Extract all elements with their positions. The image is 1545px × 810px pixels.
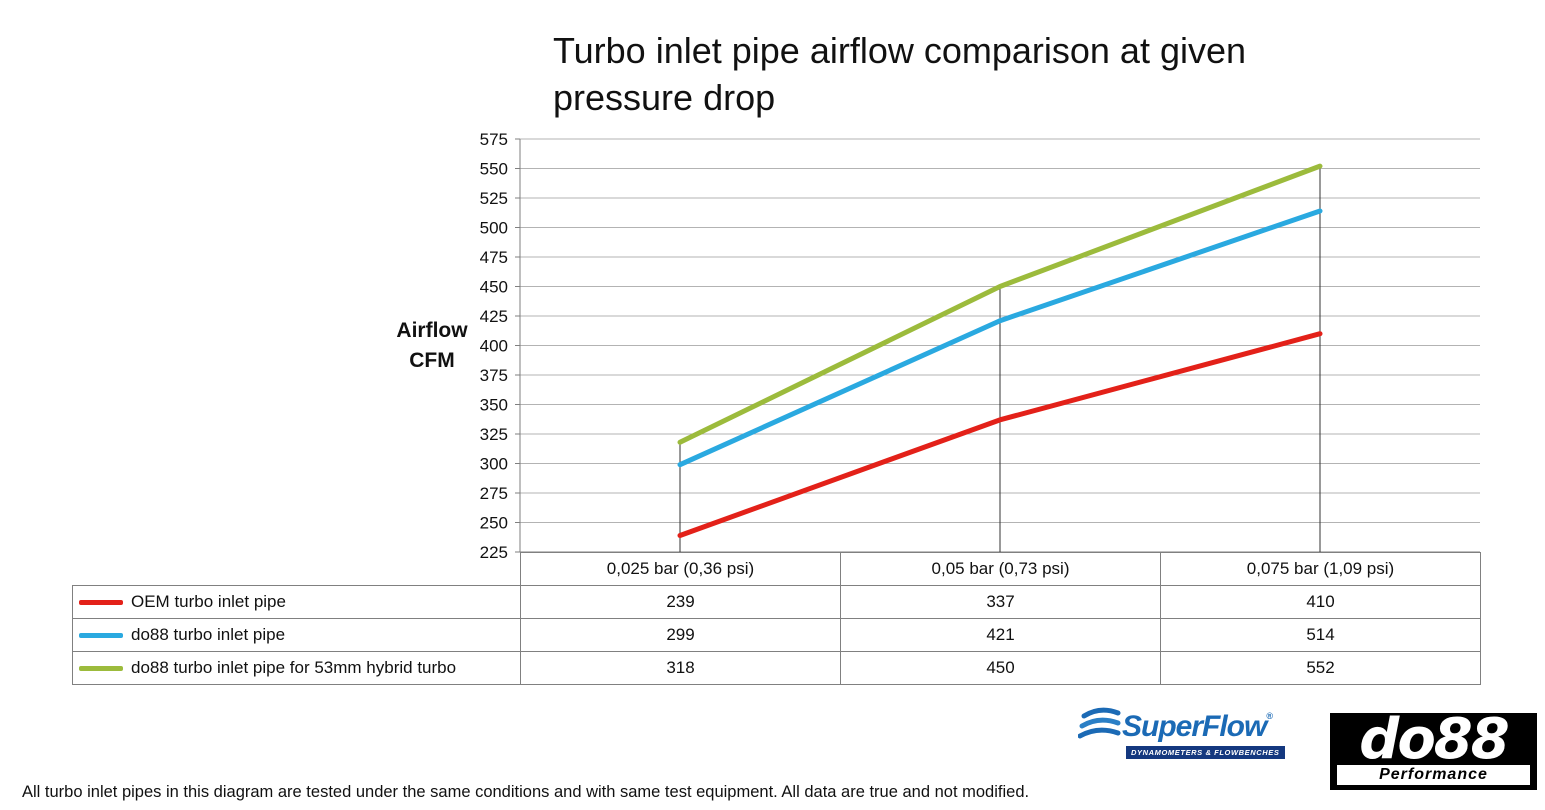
- value-oem-1: 239: [520, 585, 841, 619]
- table-row-do88: do88 turbo inlet pipe 299 421 514: [72, 618, 1481, 652]
- do88-performance-strip: Performance: [1337, 765, 1530, 785]
- value-do88-hybrid-1: 318: [520, 651, 841, 685]
- legend-cell-do88-hybrid: do88 turbo inlet pipe for 53mm hybrid tu…: [72, 651, 521, 685]
- svg-text:375: 375: [480, 366, 508, 385]
- legend-line-do88-icon: [79, 632, 123, 638]
- svg-text:500: 500: [480, 219, 508, 238]
- legend-label-do88: do88 turbo inlet pipe: [131, 625, 286, 644]
- y-axis-label-line2: CFM: [409, 349, 455, 373]
- table-row-oem: OEM turbo inlet pipe 239 337 410: [72, 585, 1481, 619]
- value-do88-hybrid-3: 552: [1160, 651, 1481, 685]
- value-do88-hybrid-2: 450: [840, 651, 1161, 685]
- svg-text:325: 325: [480, 425, 508, 444]
- blank-corner-cell: [73, 553, 521, 586]
- registered-mark-icon: ®: [1266, 711, 1273, 721]
- superflow-logo: SuperFlow® DYNAMOMETERS & FLOWBENCHES: [1078, 706, 1308, 768]
- value-oem-2: 337: [840, 585, 1161, 619]
- disclaimer-text: All turbo inlet pipes in this diagram ar…: [22, 783, 1030, 801]
- svg-text:425: 425: [480, 307, 508, 326]
- legend-cell-oem: OEM turbo inlet pipe: [72, 585, 521, 619]
- do88-wordmark: do88: [1359, 707, 1510, 772]
- y-axis-label-line1: Airflow: [396, 319, 468, 342]
- do88-logo: do88 Performance: [1330, 707, 1537, 790]
- line-chart-plot-area: 225 250 275 300 325 350 375 400 425 450 475 500 525 5…: [480, 130, 1480, 562]
- svg-text:450: 450: [480, 278, 508, 297]
- y-axis-label: Airflow CFM: [388, 316, 476, 377]
- svg-text:525: 525: [480, 189, 508, 208]
- legend-label-do88-hybrid: do88 turbo inlet pipe for 53mm hybrid tu…: [131, 658, 457, 677]
- svg-text:275: 275: [480, 484, 508, 503]
- svg-text:250: 250: [480, 514, 508, 533]
- svg-text:575: 575: [480, 130, 508, 149]
- legend-cell-do88: do88 turbo inlet pipe: [72, 618, 521, 652]
- superflow-tagline: DYNAMOMETERS & FLOWBENCHES: [1126, 746, 1285, 759]
- svg-text:350: 350: [480, 396, 508, 415]
- svg-text:400: 400: [480, 337, 508, 356]
- superflow-wave-icon: [1078, 707, 1121, 739]
- superflow-wordmark: SuperFlow®: [1122, 710, 1273, 743]
- chart-value-table: 0,025 bar (0,36 psi) 0,05 bar (0,73 psi)…: [72, 552, 1481, 685]
- category-header-row: 0,025 bar (0,36 psi) 0,05 bar (0,73 psi)…: [73, 552, 1481, 586]
- svg-text:300: 300: [480, 455, 508, 474]
- category-header-1: 0,025 bar (0,36 psi): [520, 552, 841, 586]
- category-header-2: 0,05 bar (0,73 psi): [840, 552, 1161, 586]
- value-do88-1: 299: [520, 618, 841, 652]
- legend-line-oem-icon: [79, 599, 123, 605]
- svg-text:475: 475: [480, 248, 508, 267]
- svg-text:225: 225: [480, 543, 508, 562]
- chart-title: Turbo inlet pipe airflow comparison at g…: [553, 30, 1247, 118]
- svg-text:550: 550: [480, 160, 508, 179]
- value-do88-2: 421: [840, 618, 1161, 652]
- do88-tagline: Performance: [1379, 766, 1488, 783]
- legend-label-oem: OEM turbo inlet pipe: [131, 592, 286, 611]
- value-do88-3: 514: [1160, 618, 1481, 652]
- category-header-3: 0,075 bar (1,09 psi): [1160, 552, 1481, 586]
- legend-line-do88-hybrid-icon: [79, 665, 123, 671]
- table-row-do88-hybrid: do88 turbo inlet pipe for 53mm hybrid tu…: [72, 651, 1481, 685]
- value-oem-3: 410: [1160, 585, 1481, 619]
